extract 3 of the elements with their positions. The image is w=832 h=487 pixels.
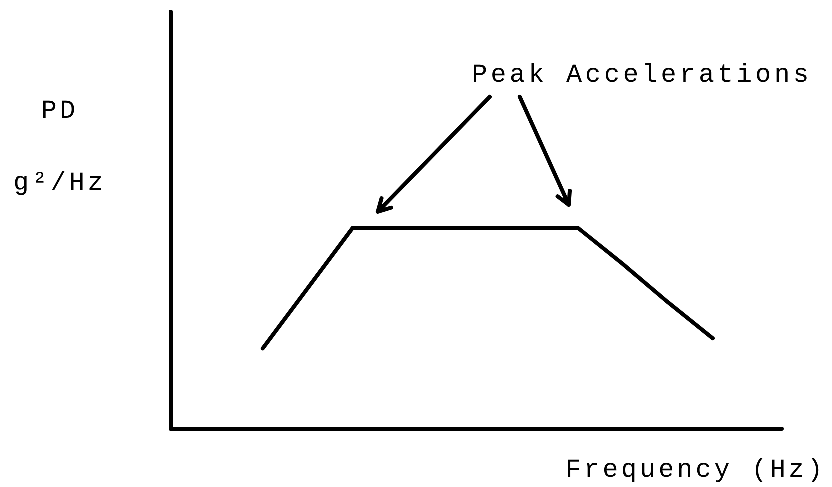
text: Peak Accelerations [472, 60, 812, 90]
text: PD g²/Hz [13, 96, 107, 198]
x-axis-title: Frequency (Hz) [566, 455, 826, 485]
